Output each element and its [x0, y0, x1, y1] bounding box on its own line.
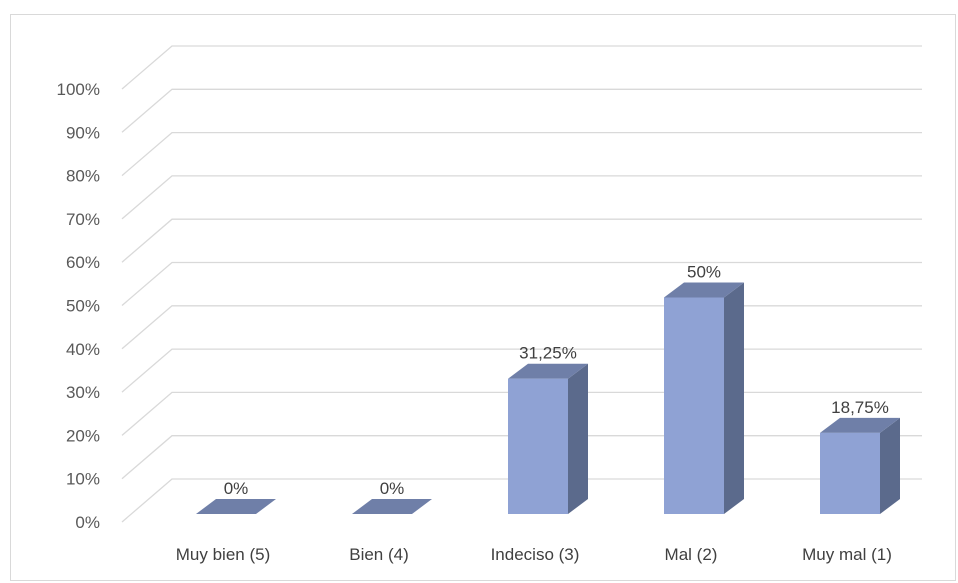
data-label: 31,25%: [519, 344, 577, 363]
x-category-label: Mal (2): [665, 545, 718, 564]
x-category-label: Indeciso (3): [491, 545, 580, 564]
x-category-label: Muy mal (1): [802, 545, 892, 564]
x-axis-categories: Muy bien (5) Bien (4) Indeciso (3) Mal (2) M…: [176, 545, 892, 564]
gridline: [121, 131, 922, 177]
y-tick-label: 80%: [66, 167, 100, 186]
bar: [352, 499, 432, 514]
bar-top: [352, 499, 432, 514]
y-tick-label: 90%: [66, 123, 100, 142]
y-tick-label: 60%: [66, 253, 100, 272]
bar-side: [568, 363, 588, 514]
y-tick-label: 30%: [66, 383, 100, 402]
y-tick-label: 100%: [57, 80, 100, 99]
y-tick-label: 40%: [66, 340, 100, 359]
gridline: [121, 88, 922, 133]
bar-top: [508, 363, 588, 379]
x-category-label: Muy bien (5): [176, 545, 270, 564]
gridline: [121, 218, 922, 263]
y-tick-label: 10%: [66, 470, 100, 489]
bar: [196, 499, 276, 514]
bar-front: [664, 297, 724, 514]
bar: [820, 417, 900, 514]
chart-frame: [10, 14, 956, 581]
bar: [664, 282, 744, 514]
data-label: 0%: [224, 479, 249, 498]
y-tick-label: 0%: [75, 513, 100, 532]
data-label: 50%: [687, 263, 721, 282]
bar-top: [196, 499, 276, 514]
bar-side: [880, 417, 900, 514]
data-labels: 0% 0% 31,25% 50% 18,75%: [224, 263, 889, 499]
bar-front: [820, 432, 880, 514]
y-axis-ticks: 0% 10% 20% 30% 40% 50% 60% 70% 80% 90% 100%: [57, 80, 100, 532]
gridline: [121, 175, 922, 220]
y-tick-label: 70%: [66, 210, 100, 229]
bar-front: [508, 378, 568, 514]
data-label: 0%: [380, 479, 405, 498]
y-tick-label: 50%: [66, 297, 100, 316]
bar-series: [196, 282, 900, 514]
data-label: 18,75%: [831, 398, 889, 417]
bar-top: [820, 417, 900, 433]
bar-top: [664, 282, 744, 298]
bar: [508, 363, 588, 514]
gridline: [121, 45, 922, 90]
x-category-label: Bien (4): [349, 545, 409, 564]
gridline: [121, 305, 922, 350]
gridline: [121, 261, 922, 306]
bar-side: [724, 282, 744, 514]
y-tick-label: 20%: [66, 426, 100, 445]
